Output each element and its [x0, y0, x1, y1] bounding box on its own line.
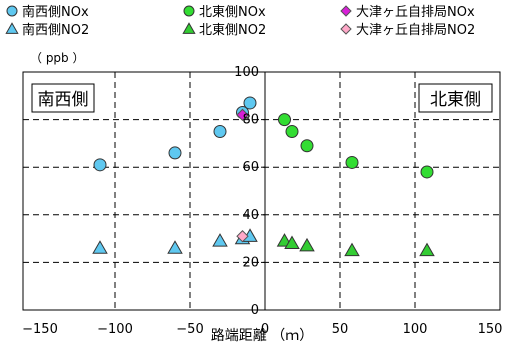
legend-label--nox: 大津ヶ丘自排局NOx — [356, 5, 475, 20]
legend-marker--no2 — [182, 22, 196, 34]
point--nox-0 — [93, 158, 107, 172]
x-tick-label--150: −150 — [22, 322, 58, 337]
legend-marker--no2 — [5, 22, 19, 34]
point--no2-2 — [212, 233, 228, 247]
legend-label--nox: 北東側NOx — [199, 4, 266, 20]
legend-label--nox: 南西側NOx — [22, 4, 89, 20]
legend-label--no2: 南西側NO2 — [22, 22, 89, 38]
point--no2-0 — [92, 240, 108, 254]
point--nox-2 — [300, 139, 314, 153]
point--no2-0 — [236, 230, 249, 243]
point--nox-0 — [236, 108, 249, 122]
point--nox-0 — [278, 113, 291, 127]
point--nox-2 — [213, 125, 227, 138]
legend-marker--nox — [6, 5, 18, 17]
point--no2-3 — [344, 242, 360, 257]
point--no2-1 — [284, 235, 300, 250]
y-tick-label-0: 0 — [251, 303, 259, 318]
y-unit-label: （ ppb ） — [30, 51, 84, 65]
point--no2-4 — [419, 242, 435, 257]
y-tick-label-20: 20 — [242, 255, 259, 270]
axis-ticks: 0 20 40 60 80 100 −150 −100 −50 0 50 100 150 — [22, 65, 502, 337]
legend-label--no2: 大津ヶ丘自排局NO2 — [356, 23, 475, 38]
y-tick-label-40: 40 — [242, 208, 259, 223]
y-tick-label-80: 80 — [242, 113, 259, 128]
point--no2-2 — [299, 237, 315, 252]
x-tick-label-50: 50 — [332, 322, 349, 337]
point--nox-4 — [420, 165, 434, 179]
x-tick-label-100: 100 — [403, 322, 428, 337]
x-tick-label--100: −100 — [97, 322, 133, 337]
point--nox-1 — [285, 125, 299, 138]
x-tick-label-150: 150 — [478, 322, 503, 337]
x-tick-label--50: −50 — [176, 322, 203, 337]
annotation-northeast-box — [418, 83, 493, 113]
annotation-southwest-box — [31, 83, 95, 113]
annotation-southwest: 南西側 — [38, 90, 89, 110]
legend: 南西側NOx 北東側NOx 大津ヶ丘自排局NOx 南西側NO2 北東側NO2 大津ヶ丘自排… — [5, 4, 475, 38]
legend-label--no2: 北東側NO2 — [199, 22, 266, 38]
x-axis-label: 路端距離 （ｍ） — [211, 327, 313, 344]
legend-marker--nox — [183, 5, 195, 17]
point--no2-1 — [167, 240, 183, 254]
x-tick-label-0: 0 — [261, 322, 269, 337]
y-tick-label-60: 60 — [242, 160, 259, 175]
point--nox-3 — [345, 155, 359, 169]
point--nox-1 — [168, 146, 182, 160]
y-tick-label-100: 100 — [234, 65, 259, 80]
annotation-northeast: 北東側 — [430, 90, 481, 110]
legend-marker--no2 — [340, 23, 352, 35]
legend-marker--nox — [340, 5, 352, 17]
plot-area: 南西側 北東側 — [22, 71, 501, 311]
point--nox-4 — [243, 96, 257, 110]
